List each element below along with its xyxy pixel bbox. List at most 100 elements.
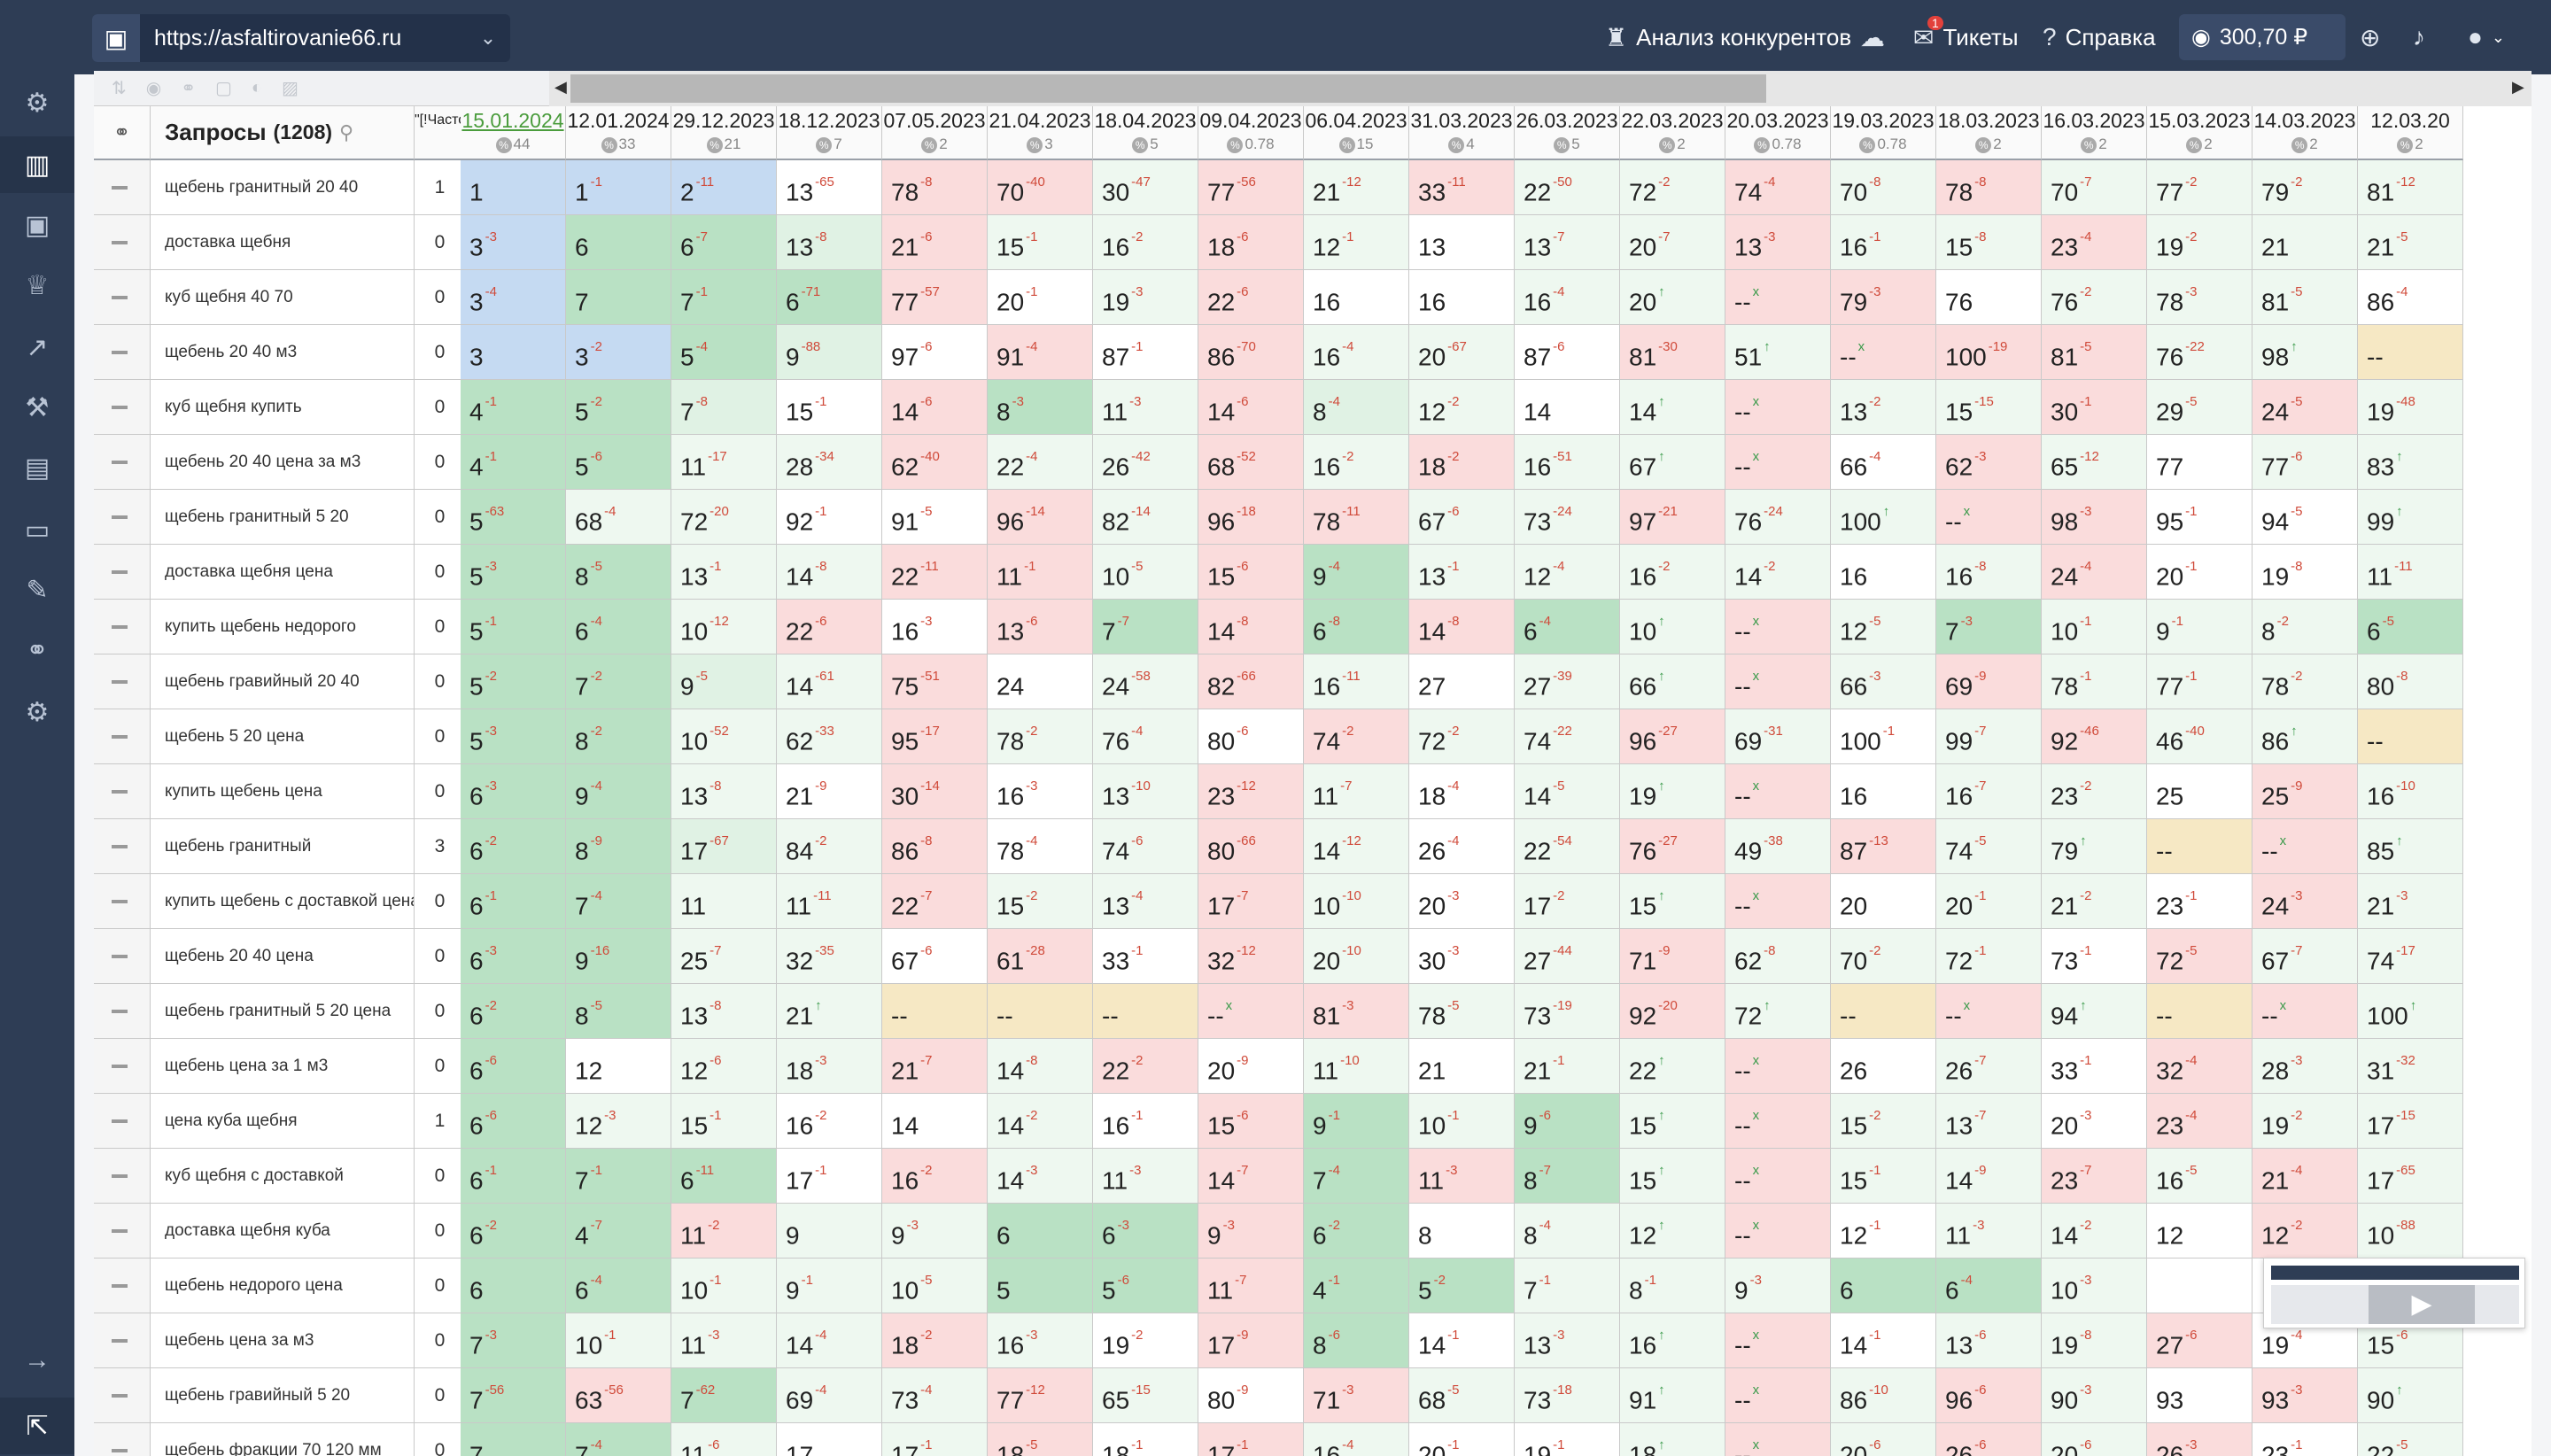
position-cell[interactable]: 9 -1 <box>1304 1094 1409 1149</box>
row-link-toggle[interactable] <box>94 1204 151 1259</box>
position-cell[interactable]: 14 -3 <box>988 1149 1093 1204</box>
position-cell[interactable]: 14 -6 <box>1198 380 1304 435</box>
position-cell[interactable]: 5 -1 <box>461 600 566 654</box>
position-cell[interactable]: 8 -6 <box>1304 1313 1409 1368</box>
position-cell[interactable]: 69 -9 <box>1936 654 2042 709</box>
query-text[interactable]: куб щебня купить <box>151 380 415 435</box>
position-cell[interactable]: 6 -2 <box>461 1204 566 1259</box>
position-cell[interactable]: 11 -3 <box>671 1313 777 1368</box>
position-cell[interactable]: 25 <box>2147 764 2252 819</box>
position-cell[interactable]: 4 -1 <box>461 380 566 435</box>
position-cell[interactable]: 65 -15 <box>1093 1368 1198 1423</box>
position-cell[interactable]: 10 ↑ <box>1620 600 1725 654</box>
position-cell[interactable]: 17 -7 <box>1198 874 1304 929</box>
position-cell[interactable]: 21 -6 <box>882 215 988 270</box>
position-cell[interactable]: 61 -28 <box>988 929 1093 984</box>
position-cell[interactable]: 7 -1 <box>1515 1259 1620 1313</box>
position-cell[interactable]: 100 -1 <box>1831 709 1936 764</box>
position-cell[interactable]: 93 -3 <box>2252 1368 2358 1423</box>
position-cell[interactable]: 8 -4 <box>1515 1204 1620 1259</box>
position-cell[interactable]: 19 -3 <box>1093 270 1198 325</box>
position-cell[interactable]: 74 -17 <box>2358 929 2463 984</box>
position-cell[interactable]: 16 -1 <box>1831 215 1936 270</box>
position-cell[interactable]: 21 -9 <box>777 764 882 819</box>
position-cell[interactable]: -- <box>988 984 1093 1039</box>
position-cell[interactable]: 6 <box>461 1259 566 1313</box>
date-column-header[interactable]: 15.01.2024% 44 <box>461 106 566 160</box>
position-cell[interactable]: 76 -27 <box>1620 819 1725 874</box>
position-cell[interactable]: 23 -1 <box>2147 874 2252 929</box>
position-cell[interactable]: 12 <box>566 1039 671 1094</box>
position-cell[interactable]: 22 -2 <box>1093 1039 1198 1094</box>
position-cell[interactable]: 1 <box>461 160 566 215</box>
position-cell[interactable]: -- x <box>1725 764 1831 819</box>
position-cell[interactable]: 19 -8 <box>2042 1313 2147 1368</box>
position-cell[interactable]: 5 -2 <box>566 380 671 435</box>
position-cell[interactable]: 67 -6 <box>1409 490 1515 545</box>
position-cell[interactable]: 22 -54 <box>1515 819 1620 874</box>
position-cell[interactable]: 12 -3 <box>566 1094 671 1149</box>
position-cell[interactable]: 15 -1 <box>671 1094 777 1149</box>
query-text[interactable]: цена куба щебня <box>151 1094 415 1149</box>
position-cell[interactable]: 27 -6 <box>2147 1313 2252 1368</box>
position-cell[interactable]: -- <box>882 984 988 1039</box>
position-cell[interactable]: 6 -6 <box>461 1094 566 1149</box>
position-cell[interactable]: 20 -3 <box>2042 1094 2147 1149</box>
date-label[interactable]: 19.03.2023 <box>1832 109 1935 132</box>
position-cell[interactable]: 7 -4 <box>566 1423 671 1456</box>
position-cell[interactable]: 86 -8 <box>882 819 988 874</box>
position-cell[interactable]: 10 -1 <box>2042 600 2147 654</box>
position-cell[interactable]: 20 -1 <box>1409 1423 1515 1456</box>
position-cell[interactable]: 62 -33 <box>777 709 882 764</box>
position-cell[interactable]: 63 -56 <box>566 1368 671 1423</box>
position-cell[interactable]: 93 <box>2147 1368 2252 1423</box>
position-cell[interactable]: 16 -2 <box>777 1094 882 1149</box>
position-cell[interactable]: 7 -7 <box>1093 600 1198 654</box>
row-link-toggle[interactable] <box>94 600 151 654</box>
position-cell[interactable]: 10 -1 <box>566 1313 671 1368</box>
position-cell[interactable]: 23 -7 <box>2042 1149 2147 1204</box>
position-cell[interactable]: 20 ↑ <box>1620 270 1725 325</box>
trophy-icon[interactable]: ♕ <box>25 270 50 300</box>
position-cell[interactable]: 5 -6 <box>1093 1259 1198 1313</box>
position-cell[interactable]: 20 -7 <box>1620 215 1725 270</box>
position-cell[interactable]: 90 ↑ <box>2358 1368 2463 1423</box>
position-cell[interactable]: 16 -4 <box>1515 270 1620 325</box>
query-column-header[interactable]: Запросы (1208) ⚲ <box>151 106 415 160</box>
position-cell[interactable]: 62 -3 <box>1936 435 2042 490</box>
position-cell[interactable]: 70 -7 <box>2042 160 2147 215</box>
row-link-toggle[interactable] <box>94 709 151 764</box>
position-cell[interactable]: 86 -70 <box>1198 325 1304 380</box>
position-cell[interactable]: 5 -2 <box>461 654 566 709</box>
position-cell[interactable]: 15 ↑ <box>1620 1149 1725 1204</box>
position-cell[interactable]: 22 -7 <box>882 874 988 929</box>
position-cell[interactable]: 7 <box>461 1423 566 1456</box>
position-cell[interactable]: 27 -44 <box>1515 929 1620 984</box>
position-cell[interactable]: 21 -12 <box>1304 160 1409 215</box>
position-cell[interactable]: 12 -6 <box>671 1039 777 1094</box>
position-cell[interactable]: 73 -18 <box>1515 1368 1620 1423</box>
position-cell[interactable]: 14 -7 <box>1198 1149 1304 1204</box>
position-cell[interactable]: 94 -5 <box>2252 490 2358 545</box>
position-cell[interactable]: 7 <box>566 270 671 325</box>
position-cell[interactable]: -- x <box>1725 1039 1831 1094</box>
position-cell[interactable]: 25 -9 <box>2252 764 2358 819</box>
position-cell[interactable]: 31 -32 <box>2358 1039 2463 1094</box>
position-cell[interactable]: 6 -3 <box>461 929 566 984</box>
structure-icon[interactable]: ⚭ <box>26 635 49 665</box>
position-cell[interactable]: 6 -4 <box>566 1259 671 1313</box>
date-column-header[interactable]: 22.03.2023% 2 <box>1620 106 1725 160</box>
position-cell[interactable]: 21 -4 <box>2252 1149 2358 1204</box>
position-cell[interactable]: 94 ↑ <box>2042 984 2147 1039</box>
chevron-down-icon[interactable]: ⌄ <box>479 27 497 49</box>
position-cell[interactable]: 7 -56 <box>461 1368 566 1423</box>
position-cell[interactable]: 8 <box>1409 1204 1515 1259</box>
position-cell[interactable]: 16 -51 <box>1515 435 1620 490</box>
position-cell[interactable]: 21 <box>1409 1039 1515 1094</box>
position-cell[interactable]: -- <box>2358 325 2463 380</box>
position-cell[interactable]: 24 -58 <box>1093 654 1198 709</box>
date-column-header[interactable]: 14.03.2023% 2 <box>2252 106 2358 160</box>
position-cell[interactable]: -- <box>2147 819 2252 874</box>
position-cell[interactable]: 14 -9 <box>1936 1149 2042 1204</box>
tickets-link[interactable]: ✉ 1 Тикеты <box>1913 0 2019 74</box>
